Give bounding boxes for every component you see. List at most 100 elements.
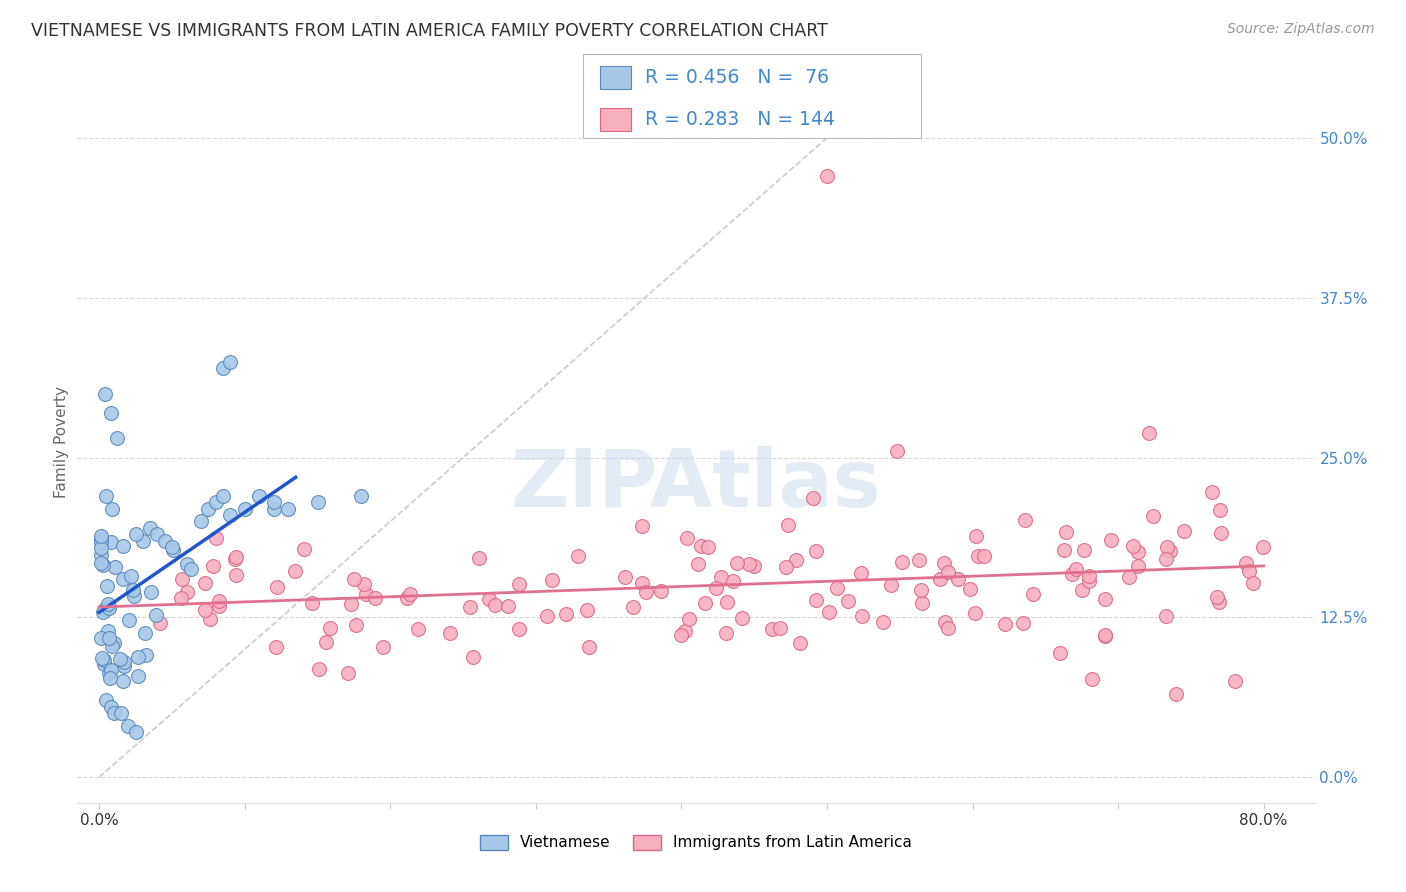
Point [1209,502,1232,516]
Point [307,495,329,509]
Point [219,354,242,368]
Point [1052,542,1074,557]
Point [1241,576,1264,591]
Point [1094,629,1116,643]
Point [103,706,125,721]
Point [508,622,530,636]
Text: ZIPAtlas: ZIPAtlas [510,446,882,524]
Point [170,591,193,605]
Point [354,587,377,601]
Point [908,553,931,567]
Text: VIETNAMESE VS IMMIGRANTS FROM LATIN AMERICA FAMILY POVERTY CORRELATION CHART: VIETNAMESE VS IMMIGRANTS FROM LATIN AMER… [31,22,828,40]
Point [1128,559,1150,574]
Point [122,582,145,597]
Point [135,648,157,662]
Point [170,572,193,586]
Point [336,666,359,681]
Point [103,636,125,650]
Text: R = 0.456   N =  76: R = 0.456 N = 76 [645,68,830,87]
Point [631,519,654,533]
Point [1062,566,1084,581]
Point [872,615,894,629]
Point [90,535,112,549]
Point [460,599,482,614]
Point [965,529,987,543]
Point [350,489,373,503]
Point [224,552,246,566]
Point [669,628,692,642]
Point [124,725,146,739]
Point [678,612,700,626]
Point [676,531,699,545]
Point [233,501,256,516]
Point [1118,570,1140,584]
Point [634,584,657,599]
Point [439,625,461,640]
Point [934,615,956,629]
Point [932,556,955,570]
Point [91,605,114,619]
Point [484,598,506,612]
Point [124,527,146,541]
Point [319,621,342,635]
Point [804,544,827,558]
Point [263,501,285,516]
Point [693,596,716,610]
Point [90,532,112,546]
Point [1122,539,1144,553]
Point [97,598,120,612]
Point [112,659,135,673]
Point [936,621,959,635]
Point [1054,524,1077,539]
Point [911,596,934,610]
Point [775,559,797,574]
Point [127,669,149,683]
Point [139,521,162,535]
Point [373,640,395,654]
Point [194,603,217,617]
Point [1073,543,1095,558]
Point [965,606,987,620]
Point [266,581,288,595]
Point [1077,574,1099,589]
Point [112,655,135,669]
Point [90,529,112,543]
Point [301,597,323,611]
Y-axis label: Family Poverty: Family Poverty [53,385,69,498]
Point [1094,628,1116,642]
Point [801,491,824,505]
Point [1126,545,1149,559]
Point [827,582,849,596]
Point [134,626,156,640]
Point [686,557,709,571]
Point [621,599,644,614]
Point [117,719,139,733]
Point [1159,544,1181,558]
Point [1173,524,1195,538]
Point [162,543,184,558]
Point [769,621,792,635]
Point [697,541,720,555]
Point [98,671,121,685]
Point [176,557,198,571]
Point [710,570,733,584]
Point [1166,687,1188,701]
Point [90,556,112,570]
Point [910,582,932,597]
Point [353,577,375,591]
Point [122,589,145,603]
Point [94,386,117,401]
Point [94,602,117,616]
Point [1022,587,1045,601]
Point [100,534,122,549]
Point [100,663,122,677]
Point [100,406,122,420]
Point [104,560,127,574]
Point [575,603,598,617]
Point [1049,646,1071,660]
Point [630,576,652,591]
Point [742,558,765,573]
Point [1234,556,1257,570]
Point [315,635,337,649]
Point [90,631,112,645]
